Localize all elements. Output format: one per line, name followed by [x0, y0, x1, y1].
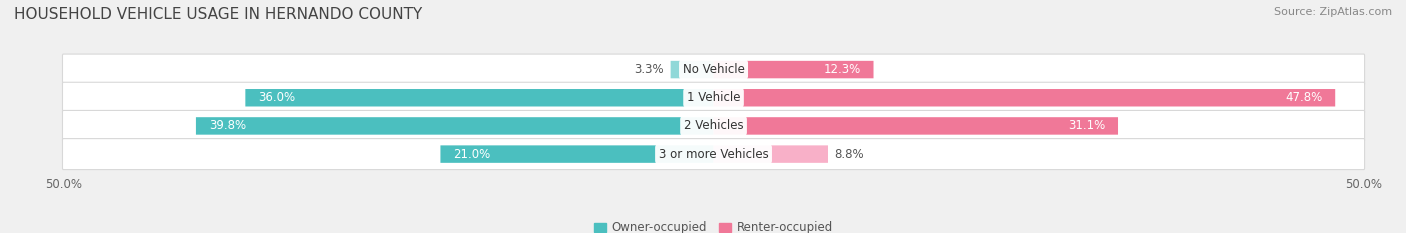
Text: HOUSEHOLD VEHICLE USAGE IN HERNANDO COUNTY: HOUSEHOLD VEHICLE USAGE IN HERNANDO COUN… — [14, 7, 422, 22]
Text: 3.3%: 3.3% — [634, 63, 664, 76]
FancyBboxPatch shape — [713, 117, 1118, 135]
Text: 1 Vehicle: 1 Vehicle — [686, 91, 741, 104]
Text: 36.0%: 36.0% — [259, 91, 295, 104]
FancyBboxPatch shape — [713, 89, 1336, 106]
FancyBboxPatch shape — [713, 145, 828, 163]
FancyBboxPatch shape — [245, 89, 713, 106]
Text: 39.8%: 39.8% — [209, 120, 246, 132]
Text: 12.3%: 12.3% — [824, 63, 860, 76]
Text: No Vehicle: No Vehicle — [682, 63, 745, 76]
Text: 8.8%: 8.8% — [835, 147, 865, 161]
FancyBboxPatch shape — [62, 110, 1365, 141]
FancyBboxPatch shape — [62, 139, 1365, 170]
FancyBboxPatch shape — [62, 54, 1365, 85]
Text: Source: ZipAtlas.com: Source: ZipAtlas.com — [1274, 7, 1392, 17]
Text: 31.1%: 31.1% — [1067, 120, 1105, 132]
FancyBboxPatch shape — [671, 61, 713, 78]
FancyBboxPatch shape — [713, 61, 873, 78]
Text: 2 Vehicles: 2 Vehicles — [683, 120, 744, 132]
Text: 47.8%: 47.8% — [1285, 91, 1322, 104]
Legend: Owner-occupied, Renter-occupied: Owner-occupied, Renter-occupied — [589, 217, 838, 233]
Text: 21.0%: 21.0% — [453, 147, 491, 161]
Text: 3 or more Vehicles: 3 or more Vehicles — [658, 147, 769, 161]
FancyBboxPatch shape — [195, 117, 713, 135]
FancyBboxPatch shape — [62, 82, 1365, 113]
FancyBboxPatch shape — [440, 145, 713, 163]
